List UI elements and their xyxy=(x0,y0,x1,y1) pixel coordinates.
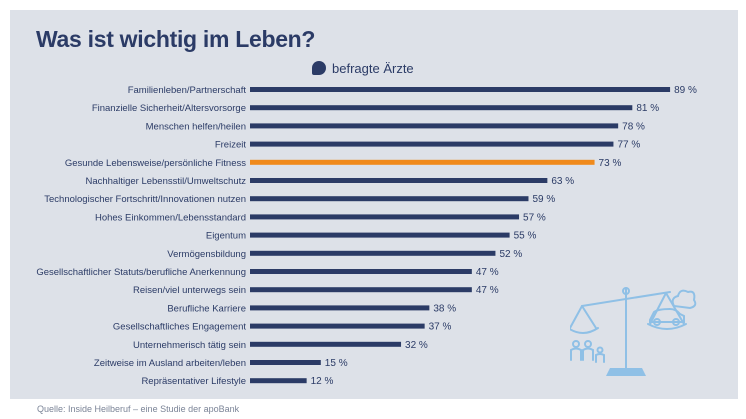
category-label: Gesunde Lebensweise/persönliche Fitness xyxy=(65,158,246,169)
bar xyxy=(250,123,619,129)
balance-scale-illustration xyxy=(570,287,697,376)
bar xyxy=(250,159,595,165)
category-label: Gesellschaftlicher Statuts/berufliche An… xyxy=(36,267,246,278)
category-label: Finanzielle Sicherheit/Altersvorsorge xyxy=(92,103,246,114)
bar xyxy=(250,196,529,202)
bar xyxy=(250,360,321,365)
category-label: Gesellschaftliches Engagement xyxy=(113,322,246,333)
value-label: 32 % xyxy=(405,340,428,351)
category-label: Familienleben/Partnerschaft xyxy=(128,85,247,96)
value-label: 47 % xyxy=(476,267,499,278)
chart-title: Was ist wichtig im Leben? xyxy=(36,26,316,52)
value-label: 78 % xyxy=(622,121,645,132)
category-label: Unternehmerisch tätig sein xyxy=(133,340,246,351)
category-label: Reisen/viel unterwegs sein xyxy=(133,285,246,296)
value-label: 81 % xyxy=(636,103,659,114)
chart-panel xyxy=(10,10,738,399)
bar xyxy=(250,214,520,220)
legend-label: befragte Ärzte xyxy=(332,60,414,76)
value-label: 55 % xyxy=(514,231,537,242)
bar xyxy=(250,250,496,256)
chart-legend: befragte Ärzte xyxy=(312,60,414,76)
category-label: Freizeit xyxy=(215,140,247,151)
bar xyxy=(250,341,402,347)
bar xyxy=(250,287,472,293)
value-label: 89 % xyxy=(674,85,697,96)
value-label: 57 % xyxy=(523,212,546,223)
value-label: 77 % xyxy=(617,140,640,151)
bar xyxy=(250,305,430,311)
category-label: Eigentum xyxy=(206,231,246,242)
bar xyxy=(250,141,614,147)
value-label: 63 % xyxy=(551,176,574,187)
legend-swatch-icon xyxy=(312,61,326,75)
bar xyxy=(250,178,548,183)
source-note: Quelle: Inside Heilberuf – eine Studie d… xyxy=(37,404,240,414)
category-label: Technologischer Fortschritt/Innovationen… xyxy=(44,194,246,205)
bar xyxy=(250,232,510,238)
bar xyxy=(250,323,425,329)
value-label: 38 % xyxy=(433,303,456,314)
bar xyxy=(250,87,671,92)
category-label: Berufliche Karriere xyxy=(167,303,246,314)
bar xyxy=(250,105,633,111)
category-label: Zeitweise im Ausland arbeiten/leben xyxy=(94,358,246,369)
bar xyxy=(250,269,472,274)
value-label: 37 % xyxy=(429,322,452,333)
category-label: Vermögensbildung xyxy=(167,249,246,260)
bar xyxy=(250,378,307,384)
value-label: 73 % xyxy=(599,158,622,169)
category-label: Hohes Einkommen/Lebensstandard xyxy=(95,212,246,223)
category-label: Nachhaltiger Lebensstil/Umweltschutz xyxy=(85,176,246,187)
value-label: 47 % xyxy=(476,285,499,296)
value-label: 52 % xyxy=(499,249,522,260)
value-label: 12 % xyxy=(311,376,334,387)
value-label: 15 % xyxy=(325,358,348,369)
category-label: Repräsentativer Lifestyle xyxy=(141,376,246,387)
value-label: 59 % xyxy=(532,194,555,205)
category-label: Menschen helfen/heilen xyxy=(146,121,246,132)
